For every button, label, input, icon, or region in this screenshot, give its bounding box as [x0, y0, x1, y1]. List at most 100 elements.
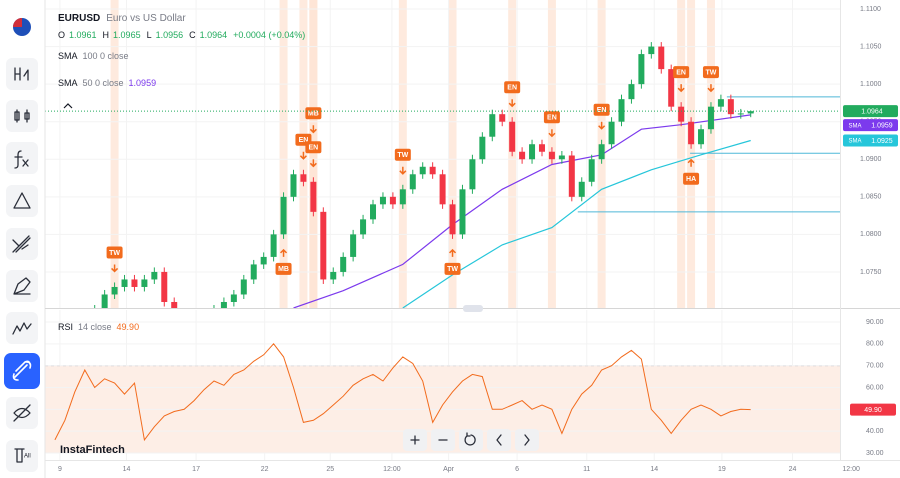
candle-body [171, 301, 178, 308]
tool-button[interactable] [6, 185, 38, 217]
indicator-badge-name: SMA [848, 139, 861, 145]
symbol-name: Euro vs US Dollar [106, 13, 186, 24]
rsi-badge-label: 49.90 [864, 407, 882, 414]
time-tick-label: 17 [192, 466, 200, 473]
tool-button[interactable] [6, 142, 38, 174]
scroll-left-button[interactable] [487, 429, 511, 451]
price-tick-label: 1.0900 [860, 156, 882, 163]
candle-body [747, 111, 754, 114]
event-marker [702, 66, 719, 79]
zoom-controls [403, 429, 539, 451]
tool-button[interactable] [6, 228, 38, 260]
candle-body [101, 294, 108, 308]
event-marker [106, 246, 123, 259]
candle-body [499, 114, 506, 122]
event-arrow [508, 99, 516, 108]
candle-body [688, 121, 695, 145]
event-arrow [677, 84, 685, 93]
reset-button[interactable] [459, 429, 483, 451]
event-band [448, 0, 457, 308]
candle-body [310, 181, 317, 212]
candle-body [121, 279, 128, 287]
candle-body [220, 301, 227, 308]
event-label: TW [706, 70, 717, 77]
price-tick-label: 1.1000 [860, 81, 882, 88]
indicator-name: RSI [58, 322, 73, 332]
candle-body [280, 196, 287, 235]
scroll-right-button[interactable] [515, 429, 539, 451]
event-marker [394, 148, 411, 161]
tool-button[interactable] [6, 100, 38, 132]
candle-body [459, 189, 466, 235]
ohlc-value: 1.0965 [113, 30, 141, 40]
event-label: HA [686, 176, 696, 183]
candle-body [648, 46, 655, 55]
rsi-tick-label: 90.00 [866, 319, 884, 326]
button-icon [464, 432, 476, 446]
event-label: EN [597, 107, 607, 114]
event-label: EN [547, 115, 557, 122]
time-tick-label: 14 [650, 466, 658, 473]
event-label: EN [299, 137, 309, 144]
event-label: EN [309, 145, 319, 152]
event-marker [444, 262, 461, 275]
event-arrow [687, 158, 695, 167]
candle-body [379, 196, 386, 205]
rsi-line [54, 343, 751, 442]
candle-body [429, 166, 436, 175]
indicator-value: 1.0959 [129, 78, 157, 88]
candle-body [240, 279, 247, 295]
tool-button[interactable] [6, 270, 38, 302]
candle-body [439, 174, 446, 205]
candle-body [300, 174, 307, 182]
price-tick-label: 1.1100 [860, 6, 881, 13]
event-marker [683, 172, 700, 185]
time-tick-label: 24 [789, 466, 797, 473]
tool-button[interactable] [6, 58, 38, 90]
tool-icon [12, 322, 32, 335]
time-tick-label: 11 [583, 466, 590, 473]
event-label: TW [397, 152, 408, 159]
event-arrow [399, 166, 407, 175]
indicator-params: 100 0 close [83, 51, 129, 61]
rsi-badge [850, 403, 896, 416]
event-arrow [598, 121, 606, 130]
indicator-badge-value: 1.0959 [871, 123, 893, 130]
button-icon [496, 434, 502, 446]
candle-body [469, 159, 476, 190]
time-tick-label: 14 [123, 466, 131, 473]
event-marker [504, 81, 521, 94]
sma-line [402, 139, 751, 308]
event-band [677, 0, 686, 308]
candle-body [608, 121, 615, 145]
ohlc-key: L [147, 30, 152, 40]
candle-body [350, 234, 357, 257]
event-arrow [280, 248, 288, 257]
price-tick-label: 1.0850 [860, 194, 882, 201]
tool-icon [14, 67, 29, 81]
time-tick-label: 22 [261, 466, 269, 473]
candle-body [141, 279, 148, 287]
candle-body [260, 256, 267, 265]
collapse-caret[interactable] [63, 103, 73, 109]
indicator-badge [843, 134, 898, 147]
pane-handle[interactable] [463, 305, 483, 312]
candle-body [131, 279, 138, 287]
candle-body [151, 271, 158, 280]
event-label: TW [447, 266, 458, 273]
candle-body [161, 271, 168, 302]
time-tick-label: 19 [718, 466, 726, 473]
candle-body [618, 99, 625, 122]
event-band [706, 0, 715, 308]
candle-body [568, 155, 575, 197]
price-tick-label: 1.0750 [860, 269, 882, 276]
candle-body [638, 54, 645, 85]
event-label: MB [278, 266, 289, 273]
indicator-legend: SMA 50 0 close 1.0959 [58, 78, 156, 88]
candle-body [340, 256, 347, 272]
candle-body [717, 99, 724, 107]
candle-body [529, 144, 536, 160]
candle-body [678, 106, 685, 122]
candle-body [598, 144, 605, 160]
